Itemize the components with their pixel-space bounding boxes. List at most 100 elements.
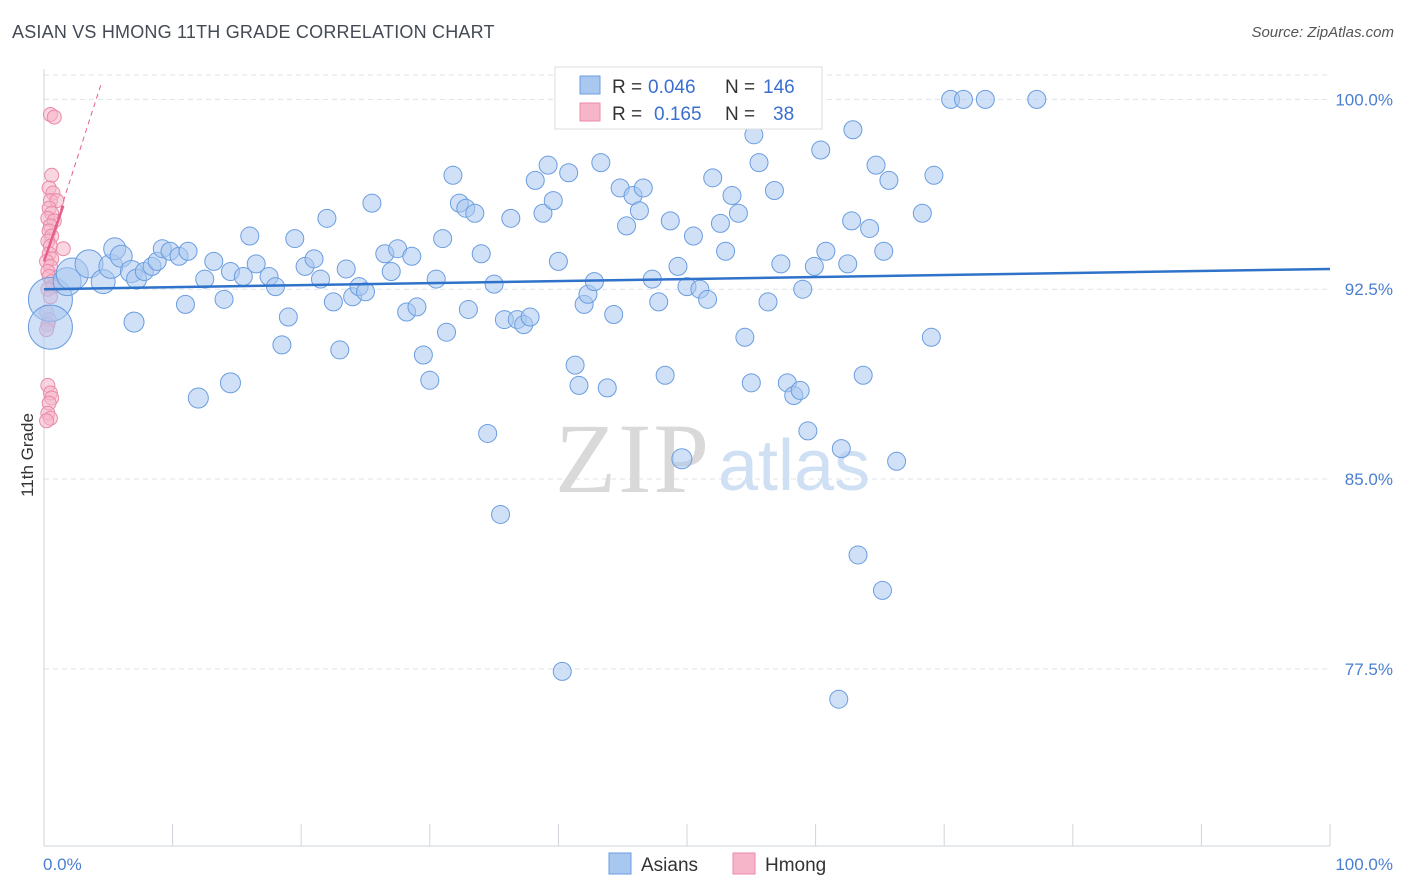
asians-point-38 — [323, 292, 343, 312]
asians-point-66 — [501, 208, 521, 228]
asians-point-92 — [655, 365, 675, 385]
legend-asians-n-label: N = — [725, 77, 755, 98]
asians-point-44 — [362, 193, 382, 213]
asians-points — [27, 89, 1047, 709]
asians-point-25 — [175, 294, 195, 314]
hmong-point-37 — [39, 413, 55, 429]
asians-point-114 — [790, 380, 810, 400]
asians-point-69 — [520, 307, 540, 327]
asians-point-94 — [668, 256, 688, 276]
asians-point-62 — [478, 423, 498, 443]
asians-point-64 — [491, 504, 511, 524]
legend-swatch-hmong — [579, 102, 601, 122]
asians-point-104 — [728, 203, 748, 223]
asians-point-83 — [597, 378, 617, 398]
asians-point-73 — [543, 191, 563, 211]
asians-point-91 — [649, 292, 669, 312]
watermark-atlas: atlas — [718, 426, 870, 506]
series-legend-label-hmong: Hmong — [765, 855, 826, 876]
legend-hmong-n-label: N = — [725, 104, 755, 125]
asians-point-27 — [214, 289, 234, 309]
asians-point-63 — [484, 274, 504, 294]
asians-point-125 — [848, 545, 868, 565]
asians-point-82 — [591, 153, 611, 173]
asians-point-130 — [872, 580, 892, 600]
asians-point-126 — [853, 365, 873, 385]
y-axis-label: 11th Grade — [18, 413, 37, 497]
asians-point-26 — [187, 387, 209, 409]
asians-point-118 — [811, 140, 831, 160]
asians-point-103 — [722, 186, 742, 206]
asians-point-33 — [285, 229, 305, 249]
asians-point-135 — [924, 165, 944, 185]
asians-point-121 — [831, 439, 851, 459]
legend-swatch-asians — [579, 75, 601, 95]
asians-point-102 — [716, 241, 736, 261]
asians-point-74 — [548, 251, 568, 271]
asians-point-49 — [402, 246, 422, 266]
legend-asians-r-value: 0.046 — [648, 77, 696, 98]
grid-lines — [44, 74, 1330, 670]
asians-point-89 — [633, 178, 653, 198]
x-tick-label-max: 100.0% — [1335, 855, 1393, 874]
trend-lines — [42, 81, 1331, 291]
asians-point-122 — [842, 211, 862, 231]
asians-point-35 — [304, 249, 324, 269]
asians-point-37 — [317, 208, 337, 228]
asians-point-77 — [565, 355, 585, 375]
asians-point-70 — [525, 170, 545, 190]
x-tick-labels: 0.0% 100.0% — [43, 855, 1393, 874]
asians-point-109 — [758, 292, 778, 312]
watermark: ZIP atlas — [555, 403, 870, 514]
asians-point-137 — [953, 89, 973, 109]
legend-asians-r-label: R = — [612, 77, 642, 98]
stats-legend: R = 0.046 N = 146 R = 0.165 N = 38 — [554, 66, 823, 130]
asians-point-134 — [921, 327, 941, 347]
x-tick-label-min: 0.0% — [43, 855, 82, 874]
asians-point-95 — [671, 448, 693, 470]
asians-point-132 — [887, 451, 907, 471]
asians-point-131 — [879, 170, 899, 190]
asians-point-55 — [437, 322, 457, 342]
asians-point-128 — [866, 155, 886, 175]
asians-point-84 — [604, 305, 624, 325]
hmong-point-2 — [44, 167, 60, 183]
asians-point-115 — [793, 279, 813, 299]
y-tick-label-3: 100.0% — [1335, 90, 1393, 109]
asians-point-124 — [843, 120, 863, 140]
asians-point-19 — [204, 251, 224, 271]
asians-point-107 — [749, 153, 769, 173]
series-legend-swatch-asians — [608, 852, 632, 875]
asians-point-101 — [710, 213, 730, 233]
asians-trend-line — [43, 267, 1331, 291]
asians-point-110 — [764, 180, 784, 200]
asians-point-32 — [272, 335, 292, 355]
asians-point-108 — [741, 373, 761, 393]
asians-point-56 — [443, 165, 463, 185]
asians-point-75 — [552, 661, 572, 681]
asians-point-60 — [465, 203, 485, 223]
asians-point-24 — [123, 311, 145, 333]
asians-point-123 — [838, 254, 858, 274]
asians-point-120 — [829, 689, 849, 709]
asians-point-99 — [698, 289, 718, 309]
asians-point-138 — [975, 89, 995, 109]
asians-point-105 — [735, 327, 755, 347]
asians-point-31 — [278, 307, 298, 327]
asians-point-88 — [629, 201, 649, 221]
legend-hmong-r-label: R = — [612, 104, 642, 125]
hmong-trend-line — [42, 205, 65, 262]
asians-point-93 — [660, 211, 680, 231]
series-legend-swatch-hmong — [732, 852, 756, 875]
asians-point-139 — [1027, 89, 1047, 109]
asians-point-28 — [219, 372, 241, 394]
y-tick-label-2: 92.5% — [1345, 280, 1393, 299]
asians-point-39 — [330, 340, 350, 360]
asians-point-129 — [874, 241, 894, 261]
asians-point-78 — [569, 375, 589, 395]
asians-point-29 — [240, 226, 260, 246]
asians-point-111 — [771, 254, 791, 274]
chart-title: ASIAN VS HMONG 11TH GRADE CORRELATION CH… — [12, 22, 495, 42]
asians-point-72 — [538, 155, 558, 175]
